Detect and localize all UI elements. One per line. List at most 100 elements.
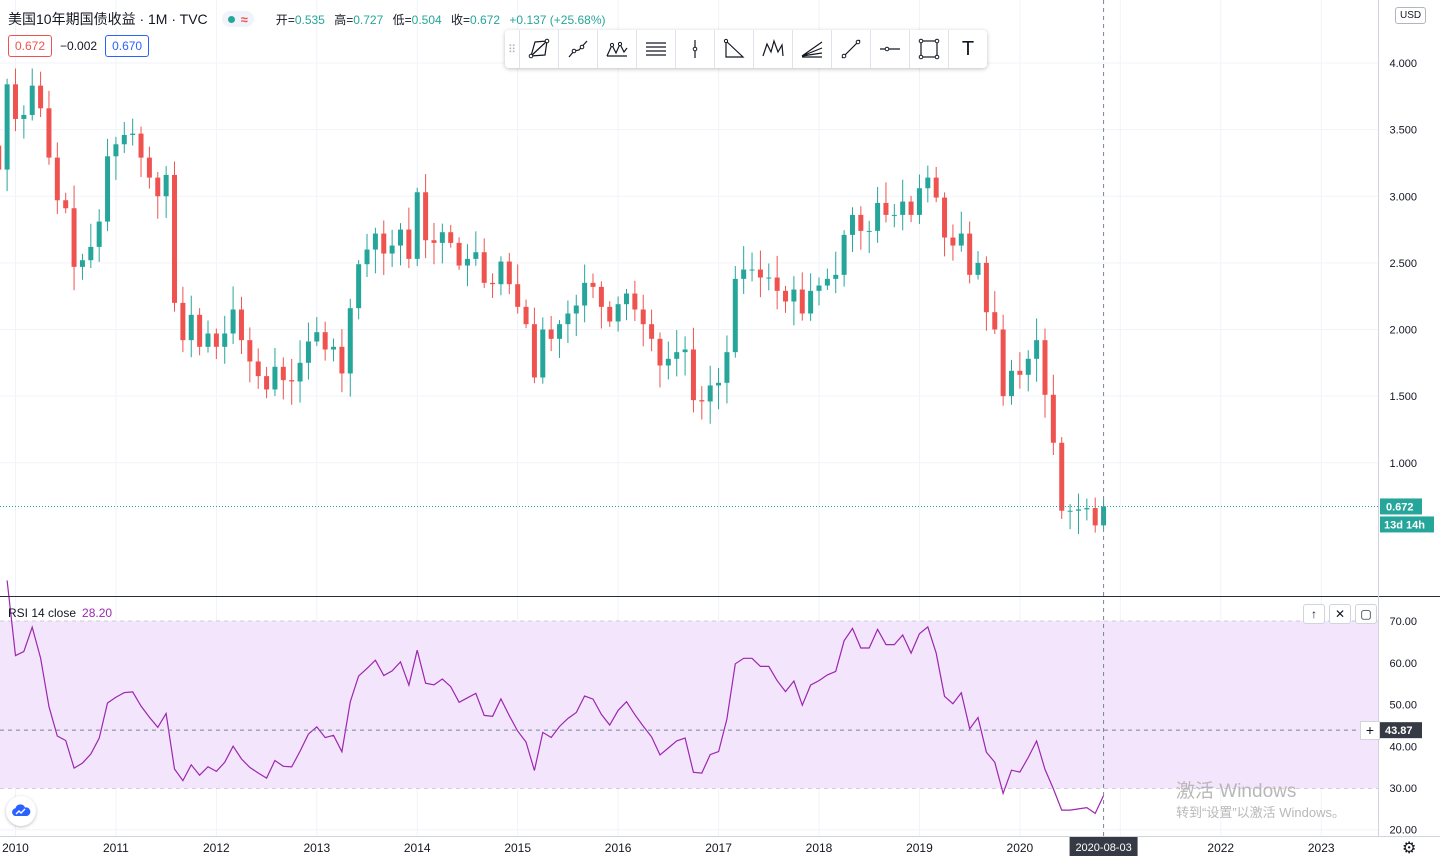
pane-controls: ↑ ✕ ▢ <box>1303 604 1377 624</box>
trend-channel-tool[interactable] <box>519 30 558 68</box>
candle-body <box>1009 370 1015 397</box>
rsi-value: 28.20 <box>82 606 113 620</box>
head-shoulders-icon <box>762 39 784 57</box>
fib-fan-icon <box>801 41 823 58</box>
fib-tool[interactable] <box>714 30 753 68</box>
candle-body <box>799 289 805 314</box>
candle-body <box>113 144 119 157</box>
pattern-tool[interactable] <box>597 30 636 68</box>
candle-body <box>280 366 286 381</box>
settings-gear-icon[interactable]: ⚙ <box>1402 840 1417 857</box>
maximize-pane-button[interactable]: ▢ <box>1355 604 1377 624</box>
status-indicator[interactable]: ≈ <box>221 11 254 27</box>
candle-body <box>121 134 127 145</box>
x-tick-label: 2015 <box>504 841 531 855</box>
candle-body <box>197 314 203 347</box>
candle-body <box>875 202 881 231</box>
drag-handle-icon[interactable]: ⠿ <box>507 43 517 56</box>
candle-body <box>950 237 956 246</box>
candle-body <box>439 232 445 243</box>
data-delay-icon: ≈ <box>240 11 248 27</box>
horizontal-line-tool[interactable] <box>870 30 909 68</box>
rsi-band <box>0 621 1378 788</box>
sell-button[interactable]: 0.672 <box>8 35 53 57</box>
y-tick-label: 3.000 <box>1389 191 1417 203</box>
candle-body <box>791 289 797 302</box>
candle-body <box>448 232 454 243</box>
candle-body <box>900 201 906 215</box>
symbol-title[interactable]: 美国10年期国债收益 · 1M · TVC <box>8 11 208 27</box>
last-price-label: 0.672 <box>1386 501 1414 513</box>
horizontal-line-icon <box>880 46 900 52</box>
trend-line-tool[interactable] <box>831 30 870 68</box>
candle-body <box>272 366 278 390</box>
candle-body <box>423 192 429 241</box>
candle-body <box>523 306 529 325</box>
add-crosshair-button[interactable]: + <box>1360 721 1380 740</box>
candle-body <box>1025 358 1031 375</box>
text-tool[interactable]: T <box>948 30 987 68</box>
candle-body <box>414 192 420 259</box>
drawing-toolbar: ⠿ T <box>505 30 987 68</box>
candle-body <box>247 340 253 362</box>
close-pane-button[interactable]: ✕ <box>1329 604 1351 624</box>
x-tick-label: 2012 <box>203 841 230 855</box>
candle-body <box>38 85 44 109</box>
vertical-line-tool[interactable] <box>675 30 714 68</box>
candle-body <box>749 269 755 271</box>
candle-body <box>322 332 328 350</box>
candle-body <box>1050 394 1056 443</box>
tradingview-logo[interactable] <box>6 796 36 826</box>
candle-body <box>4 84 10 170</box>
x-tick-label: 2011 <box>103 841 129 855</box>
candle-body <box>498 261 504 285</box>
candle-body <box>582 282 588 306</box>
low-value: 0.504 <box>411 12 442 27</box>
rsi-title[interactable]: RSI 14 close <box>8 606 77 620</box>
parallel-lines-icon <box>646 42 666 56</box>
currency-button[interactable]: USD <box>1395 7 1427 24</box>
buy-button[interactable]: 0.670 <box>105 35 150 57</box>
candle-body <box>916 188 922 215</box>
symbol-legend: 美国10年期国债收益 · 1M · TVC ≈ 开=0.535 高=0.727 … <box>8 9 606 29</box>
x-tick-label: 2018 <box>806 841 833 855</box>
candle-body <box>63 200 69 209</box>
candle-body <box>464 258 470 266</box>
move-pane-up-button[interactable]: ↑ <box>1303 604 1325 624</box>
ray-icon <box>568 40 588 58</box>
fib-fan-tool[interactable] <box>792 30 831 68</box>
candle-body <box>908 201 914 215</box>
candle-body <box>1084 508 1090 510</box>
candle-body <box>105 156 111 222</box>
candle-body <box>88 246 94 261</box>
candle-body <box>783 290 789 302</box>
candle-body <box>590 282 596 287</box>
candle-body <box>1034 340 1040 359</box>
candle-body <box>506 261 512 285</box>
rectangle-tool[interactable] <box>909 30 948 68</box>
candle-body <box>1067 510 1073 512</box>
parallel-lines-tool[interactable] <box>636 30 675 68</box>
rsi-line <box>6 580 1105 815</box>
rsi-y-tick-label: 20.00 <box>1389 825 1417 837</box>
candle-body <box>716 382 722 386</box>
ray-tool[interactable] <box>558 30 597 68</box>
candle-body <box>774 277 780 291</box>
candle-body <box>389 245 395 254</box>
candle-body <box>665 358 671 366</box>
candle-body <box>347 308 353 374</box>
candle-body <box>515 284 521 307</box>
candle-body <box>967 233 973 275</box>
head-shoulders-tool[interactable] <box>753 30 792 68</box>
candle-body <box>557 324 563 339</box>
candle-body <box>766 277 772 279</box>
rsi-y-tick-label: 30.00 <box>1389 783 1417 795</box>
candle-body <box>180 302 186 341</box>
text-tool-icon: T <box>961 37 975 60</box>
candle-body <box>12 84 18 119</box>
candle-body <box>490 282 496 285</box>
candle-body <box>146 157 152 178</box>
candle-body <box>531 324 537 378</box>
candle-body <box>96 221 102 247</box>
